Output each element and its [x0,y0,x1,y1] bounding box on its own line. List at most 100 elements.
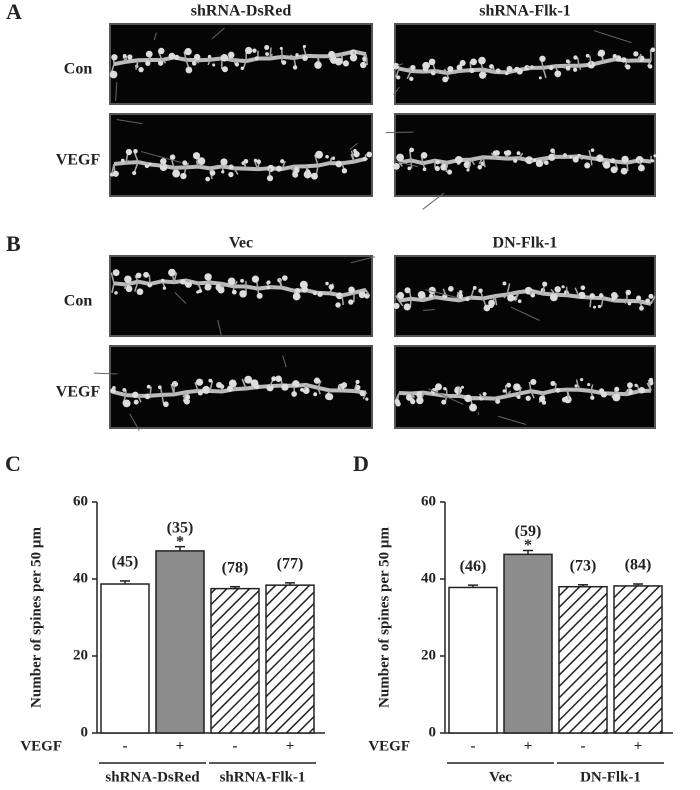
spine-head [454,155,463,164]
spine-head [482,392,487,397]
spine-head [254,56,259,61]
y-tick-label: 20 [421,647,436,663]
spine-head [114,291,118,295]
bar [265,584,315,734]
spine-head [516,395,521,399]
spine-head [392,62,400,70]
spine [647,379,652,391]
spine-head [550,380,556,387]
spine [362,392,367,400]
spine-head [244,375,253,384]
spine-head [580,377,584,382]
spine-head [234,62,240,67]
spine-head [240,66,245,71]
spine-head [495,68,501,74]
spine-head [650,47,656,53]
spine-head [112,269,120,277]
spine [490,152,496,159]
spine-head [393,163,400,170]
bar [155,550,205,734]
spine [406,70,412,80]
spine-head [266,285,271,290]
spine-head [125,148,133,156]
spine [408,67,412,72]
spine-head [530,293,536,298]
spine-head [335,292,343,300]
spine [526,66,532,69]
spine-head [146,384,151,389]
spine [528,381,532,392]
spine-head [275,375,282,382]
spine [134,281,139,292]
row-label: VEGF [368,738,410,754]
spine-head [502,281,507,286]
spine-head [494,150,500,156]
spine-head [158,47,165,55]
spine [254,161,259,170]
spine-head [434,166,440,172]
spine [530,390,535,399]
spine [432,160,436,163]
spine-head [282,275,288,281]
spine-head [212,63,216,67]
spine-head [312,291,317,296]
spine-head [204,273,212,281]
spine-head [148,162,152,166]
spine-head [627,301,632,306]
dendrite [113,49,367,67]
spine-head [561,285,565,289]
spine [134,275,139,282]
spine [209,380,214,392]
spine-head [627,382,633,389]
n-label: (73) [570,557,597,574]
spine-head [325,154,329,159]
spine-head [647,64,653,69]
spine-head [430,70,436,76]
spine-head [197,157,206,166]
spine-head [650,159,654,163]
bar [100,583,150,734]
spine [589,297,592,308]
spine-head [226,385,234,392]
neurite [422,192,445,210]
spine-head [313,377,321,384]
spine [395,68,400,78]
spine-head [280,159,285,164]
spine [589,55,592,65]
spine-head [279,46,283,50]
spine-head [267,164,275,173]
spine-head [611,296,616,301]
spine-head [251,275,260,283]
spine [482,157,486,168]
spine [317,387,321,395]
spine [341,295,345,306]
spine-head [302,55,308,61]
spine-head [264,45,270,51]
spine-head [243,158,249,164]
spine-head [621,155,629,164]
spine [467,159,472,171]
spine-head [205,176,211,182]
spine [278,277,283,288]
spine [365,289,370,296]
x-tick-label: + [286,738,295,754]
spine-head [578,291,586,299]
spine-head [638,164,645,172]
spine-head [313,392,318,397]
spine-head [192,152,201,160]
spine-head [219,384,225,389]
spine-head [645,298,651,304]
spine [148,274,151,284]
spine-head [133,399,139,405]
spine-head [585,53,590,58]
spine-head [135,272,142,279]
spine-head [275,165,283,172]
spine-head [161,278,165,283]
spine-head [410,64,416,71]
spine-head [638,386,646,394]
spine [365,392,368,395]
column-header: shRNA-Flk-1 [479,3,571,20]
neurite [153,32,157,41]
n-label: (84) [625,557,652,574]
spine-head [163,401,169,408]
